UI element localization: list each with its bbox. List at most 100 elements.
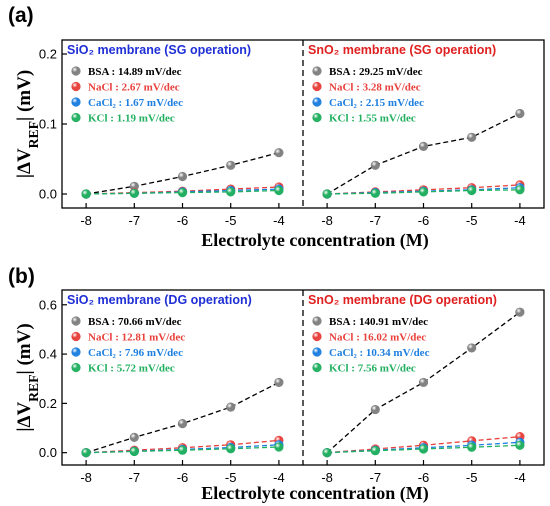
subplot-sio2: -8 -7 -6 -5 -4 SiO₂ membrane (DG operation) BS… — [67, 293, 285, 485]
data-point-kcl — [226, 444, 236, 454]
subplot-title: SnO₂ membrane (SG operation) — [308, 43, 496, 57]
legend-label-bsa: BSA : 140.91 mV/dec — [329, 316, 428, 328]
x-tick-label: -5 — [225, 213, 237, 228]
data-point-kcl — [129, 446, 139, 457]
x-tick-label: -4 — [514, 213, 526, 228]
y-tick-label: 0.0 — [39, 187, 57, 202]
y-tick-label: 0.1 — [39, 117, 57, 132]
legend-marker-nacl — [312, 331, 322, 342]
panel-label: (a) — [8, 4, 34, 27]
legend-label-kcl: KCl : 7.56 mV/dec — [329, 363, 416, 375]
legend-label-kcl: KCl : 1.55 mV/dec — [329, 113, 416, 125]
legend-label-cacl2: CaCl₂ : 7.96 mV/dec — [88, 347, 183, 359]
subplot-sno2: -8 -7 -6 -5 -4 SnO₂ membrane (SG operation) BS… — [308, 43, 526, 228]
data-point-bsa — [370, 404, 380, 415]
legend-marker-nacl — [71, 331, 81, 342]
data-point-kcl — [322, 189, 332, 199]
data-point-bsa — [226, 402, 236, 412]
data-point-bsa — [370, 160, 380, 170]
x-tick-label: -4 — [273, 213, 285, 228]
data-point-bsa — [226, 160, 236, 170]
legend-label-cacl2: CaCl₂ : 2.15 mV/dec — [329, 97, 424, 109]
fit-line-bsa — [326, 112, 521, 195]
data-point-kcl — [274, 185, 284, 196]
legend-marker-cacl2 — [312, 347, 322, 357]
legend-marker-kcl — [312, 112, 322, 123]
data-point-kcl — [515, 440, 525, 450]
data-point-bsa — [177, 171, 188, 182]
y-tick-label: 0.2 — [39, 396, 57, 411]
y-axis-label: |ΔVREF| (mV) — [14, 323, 41, 431]
legend-label-nacl: NaCl : 16.02 mV/dec — [329, 332, 426, 344]
y-tick-label: 0.4 — [39, 347, 57, 362]
data-point-kcl — [370, 446, 380, 456]
x-axis-label: Electrolyte concentration (M) — [201, 230, 429, 251]
data-point-bsa — [177, 418, 188, 429]
legend-label-nacl: NaCl : 3.28 mV/dec — [329, 82, 421, 94]
x-tick-label: -7 — [370, 470, 382, 485]
data-point-bsa — [418, 141, 429, 151]
panel-label: (b) — [8, 265, 35, 288]
legend-marker-nacl — [71, 81, 81, 92]
data-point-kcl — [467, 185, 477, 196]
subplot-title: SnO₂ membrane (DG operation) — [308, 293, 497, 307]
data-point-kcl — [515, 185, 525, 195]
legend-label-bsa: BSA : 70.66 mV/dec — [88, 316, 182, 328]
x-tick-label: -6 — [177, 470, 189, 485]
data-point-bsa — [515, 108, 525, 119]
data-point-bsa — [515, 307, 525, 317]
data-point-bsa — [418, 377, 429, 388]
x-tick-label: -5 — [466, 470, 478, 485]
fit-line-bsa — [85, 381, 280, 454]
data-point-kcl — [81, 189, 91, 199]
data-point-bsa — [274, 377, 284, 388]
legend-marker-bsa — [71, 316, 81, 326]
x-tick-label: -7 — [129, 213, 141, 228]
data-point-kcl — [418, 187, 429, 197]
legend-marker-cacl2 — [71, 347, 81, 357]
legend-marker-kcl — [312, 362, 322, 373]
data-point-kcl — [177, 188, 188, 198]
legend-marker-nacl — [312, 81, 322, 92]
subplot-sno2: -8 -7 -6 -5 -4 SnO₂ membrane (DG operation) BS… — [308, 293, 526, 485]
x-tick-label: -4 — [514, 470, 526, 485]
legend-label-kcl: KCl : 5.72 mV/dec — [88, 363, 175, 375]
legend-marker-kcl — [71, 362, 81, 373]
x-tick-label: -8 — [80, 213, 92, 228]
panel-b: (b) 0.0 0.2 0.4 0.6 |ΔVREF| (mV) Electrolyte c… — [8, 265, 545, 504]
data-point-bsa — [467, 132, 477, 142]
y-tick-label: 0.6 — [39, 297, 57, 312]
data-point-bsa — [274, 148, 284, 158]
x-tick-label: -8 — [321, 213, 333, 228]
legend-marker-bsa — [71, 66, 81, 76]
data-point-kcl — [129, 188, 139, 198]
subplot-title: SiO₂ membrane (DG operation) — [67, 293, 252, 307]
x-tick-label: -4 — [273, 470, 285, 485]
legend-marker-cacl2 — [312, 97, 322, 107]
x-tick-label: -5 — [466, 213, 478, 228]
panel-a: (a) 0.0 0.1 0.2 |ΔVREF| (mV) Electrolyte conc… — [8, 4, 545, 251]
legend-label-nacl: NaCl : 12.81 mV/dec — [88, 332, 185, 344]
subplot-title: SiO₂ membrane (SG operation) — [67, 43, 251, 57]
data-point-kcl — [226, 187, 236, 197]
legend-marker-bsa — [312, 316, 322, 326]
x-tick-label: -6 — [418, 470, 430, 485]
legend-label-bsa: BSA : 29.25 mV/dec — [329, 66, 423, 78]
data-point-bsa — [129, 432, 139, 442]
legend-label-cacl2: CaCl₂ : 10.34 mV/dec — [329, 347, 430, 359]
data-point-kcl — [81, 448, 91, 458]
x-tick-label: -5 — [225, 470, 237, 485]
x-tick-label: -8 — [321, 470, 333, 485]
y-axis-label: |ΔVREF| (mV) — [14, 70, 41, 178]
subplot-sio2: -8 -7 -6 -5 -4 SiO₂ membrane (SG operation) BS… — [67, 43, 285, 228]
data-point-kcl — [418, 444, 429, 454]
data-point-kcl — [322, 448, 332, 458]
data-point-bsa — [467, 343, 477, 353]
legend-label-bsa: BSA : 14.89 mV/dec — [88, 66, 182, 78]
legend-marker-bsa — [312, 66, 322, 76]
x-tick-label: -7 — [370, 213, 382, 228]
x-tick-label: -7 — [129, 470, 141, 485]
y-tick-label: 0.2 — [39, 47, 57, 62]
x-tick-label: -6 — [177, 213, 189, 228]
